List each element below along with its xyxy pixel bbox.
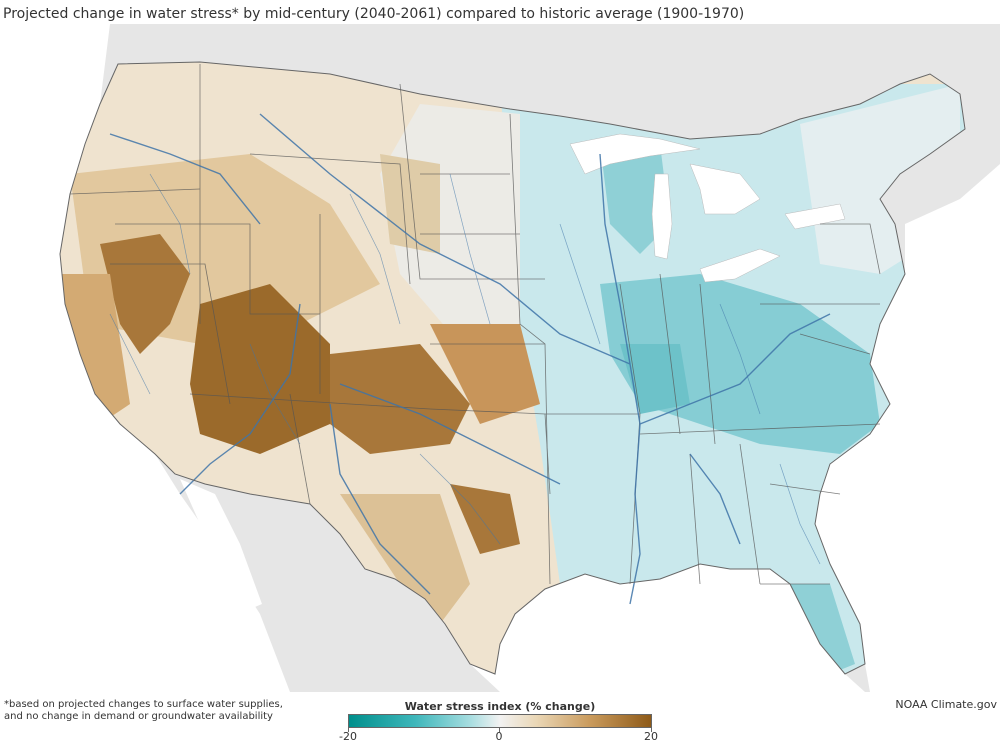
wisconsin-region bbox=[600, 144, 670, 254]
legend-tick-mid bbox=[499, 728, 500, 732]
arkansas-red-river bbox=[339, 383, 561, 485]
tennessee-river bbox=[689, 453, 741, 545]
us-outline bbox=[59, 61, 966, 675]
legend-title: Water stress index (% change) bbox=[404, 700, 596, 713]
ohio-river bbox=[639, 313, 831, 425]
legend-label-max: 20 bbox=[644, 730, 658, 743]
rio-grande bbox=[329, 403, 431, 595]
gulf-of-california bbox=[180, 479, 262, 609]
legend: Water stress index (% change) -20 0 20 bbox=[339, 697, 670, 744]
pacific-ocean bbox=[0, 24, 290, 692]
legend-color-bar bbox=[348, 714, 652, 728]
lake-superior bbox=[569, 133, 701, 175]
footnote-line-1: *based on projected changes to surface w… bbox=[4, 699, 283, 710]
state-borders bbox=[69, 64, 881, 585]
legend-label-mid: 0 bbox=[495, 730, 503, 743]
footnote: *based on projected changes to surface w… bbox=[4, 699, 334, 723]
columbia-snake-river bbox=[109, 133, 261, 225]
rivers bbox=[109, 113, 831, 605]
california-region bbox=[60, 274, 130, 424]
legend-label-min: -20 bbox=[339, 730, 357, 743]
lake-erie bbox=[699, 248, 781, 283]
kansas-oklahoma-region bbox=[430, 324, 540, 424]
missouri-river bbox=[259, 113, 631, 365]
atlantic-ocean bbox=[815, 164, 1000, 692]
water-stress-map bbox=[0, 24, 1000, 692]
footnote-line-2: and no change in demand or groundwater a… bbox=[4, 711, 273, 722]
mississippi-river bbox=[599, 153, 641, 605]
map-title: Projected change in water stress* by mid… bbox=[3, 6, 745, 22]
legend-tick-max bbox=[651, 728, 652, 732]
colorado-river bbox=[179, 303, 301, 495]
legend-tick-min bbox=[348, 728, 349, 732]
lake-ontario bbox=[784, 203, 846, 230]
credit-text: NOAA Climate.gov bbox=[895, 698, 997, 711]
lake-huron bbox=[689, 163, 761, 215]
west-texas-region bbox=[340, 494, 470, 624]
great-lakes bbox=[569, 133, 846, 283]
southern-plains-region bbox=[330, 344, 470, 454]
ohio-valley-region bbox=[600, 274, 880, 454]
tributaries bbox=[109, 173, 821, 565]
map-svg bbox=[0, 24, 1000, 692]
lake-michigan bbox=[651, 173, 673, 260]
gulf-of-mexico bbox=[470, 564, 865, 692]
